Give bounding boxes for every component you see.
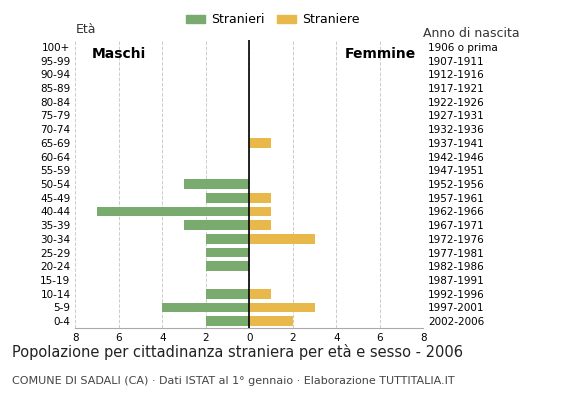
Bar	[206, 193, 249, 202]
Bar	[249, 289, 271, 298]
Bar	[184, 220, 249, 230]
Bar	[206, 248, 249, 257]
Text: Maschi: Maschi	[92, 47, 146, 61]
Text: Popolazione per cittadinanza straniera per età e sesso - 2006: Popolazione per cittadinanza straniera p…	[12, 344, 463, 360]
Bar	[162, 303, 249, 312]
Bar	[184, 179, 249, 189]
Bar	[249, 316, 293, 326]
Text: Femmine: Femmine	[345, 47, 415, 61]
Bar	[206, 262, 249, 271]
Bar	[206, 289, 249, 298]
Bar	[249, 207, 271, 216]
Bar	[249, 138, 271, 148]
Bar	[249, 303, 314, 312]
Text: Età: Età	[75, 23, 96, 36]
Text: COMUNE DI SADALI (CA) · Dati ISTAT al 1° gennaio · Elaborazione TUTTITALIA.IT: COMUNE DI SADALI (CA) · Dati ISTAT al 1°…	[12, 376, 454, 386]
Bar	[249, 234, 314, 244]
Bar	[206, 234, 249, 244]
Bar	[206, 316, 249, 326]
Bar	[249, 193, 271, 202]
Text: Anno di nascita: Anno di nascita	[423, 27, 520, 40]
Legend: Stranieri, Straniere: Stranieri, Straniere	[181, 8, 364, 31]
Bar	[249, 220, 271, 230]
Bar	[97, 207, 249, 216]
